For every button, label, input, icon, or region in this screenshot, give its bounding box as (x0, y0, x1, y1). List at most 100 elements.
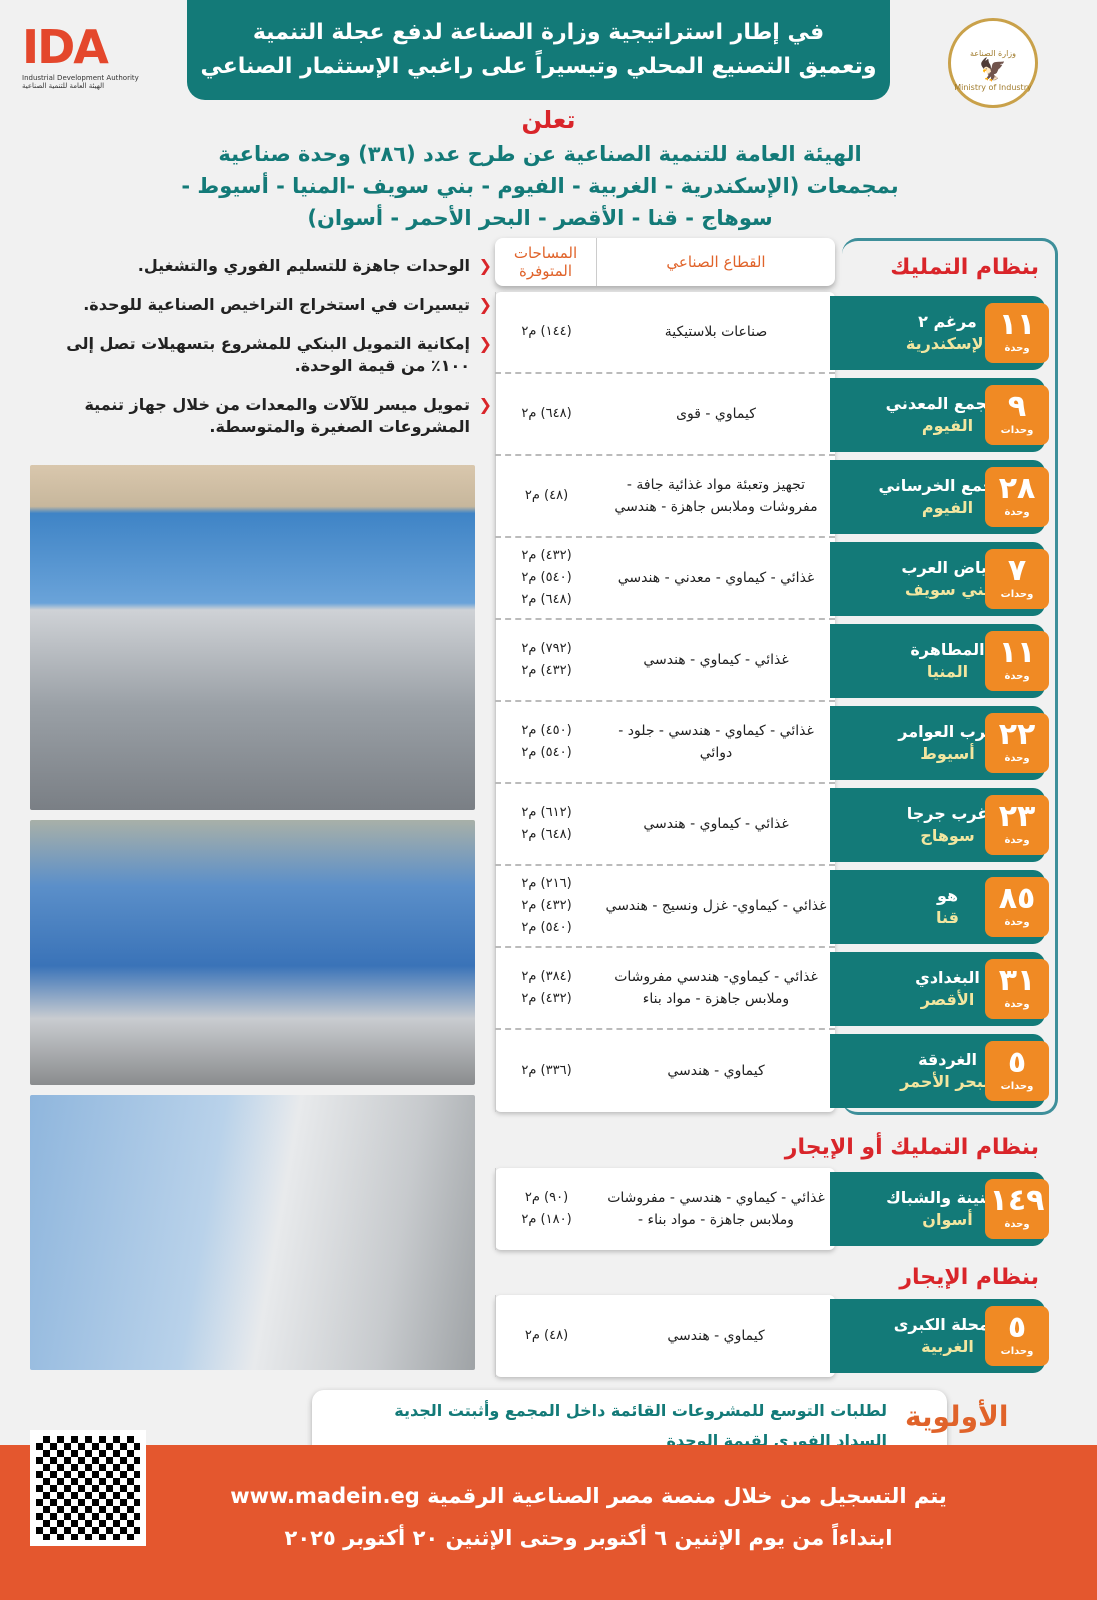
unit-count-badge: ٨٥ وحدة (985, 877, 1049, 937)
benefits-list: الوحدات جاهزة للتسليم الفوري والتشغيل. ت… (22, 255, 492, 455)
ida-logo: IDA Industrial Development Authority اله… (22, 20, 182, 110)
area-cell: (١٤٤) م٢ (495, 292, 597, 372)
footer-banner: يتم التسجيل من خلال منصة مصر الصناعية ال… (0, 1445, 1097, 1600)
unit-label: وحدة (1004, 835, 1030, 846)
complex-name: بياض العرب (901, 558, 994, 577)
governorate: بني سويف (904, 580, 991, 599)
area-value: (٣٨٤) م٢ (521, 969, 572, 984)
area-value: (١٨٠) م٢ (521, 1212, 572, 1227)
area-value: (٤٨) م٢ (524, 1328, 569, 1343)
area-cell: (٧٩٢) م٢ (٤٣٢) م٢ (495, 620, 597, 700)
sector-cell: غذائي - كيماوي - هندسي (643, 816, 789, 832)
area-cell: (٤٨) م٢ (495, 456, 597, 536)
unit-count: ٣١ (998, 963, 1036, 998)
table-row: غذائي - كيماوي - هندسي - مفروشات وملابس … (495, 1168, 835, 1250)
complex-name: المجمع المعدني (885, 394, 1010, 413)
unit-label: وحدة (1004, 917, 1030, 928)
building-photo (30, 1095, 475, 1370)
area-cell: (٦١٢) م٢ (٦٤٨) م٢ (495, 784, 597, 864)
unit-label: وحدات (1000, 589, 1034, 600)
area-value: (٣٣٦) م٢ (521, 1063, 572, 1078)
governorate: الغربية (921, 1337, 974, 1356)
area-value: (٤٨) م٢ (524, 488, 569, 503)
complex-name: عرب العوامر (898, 722, 997, 741)
unit-count: ١١ (998, 635, 1036, 670)
governorate: الفيوم (921, 416, 974, 435)
governorate: الفيوم (921, 498, 974, 517)
table-row: غذائي - كيماوي - هندسي (٦١٢) م٢ (٦٤٨) م٢ (495, 784, 835, 866)
section-ownership: بنظام التمليك (890, 255, 1039, 280)
benefit-item: الوحدات جاهزة للتسليم الفوري والتشغيل. (22, 255, 492, 277)
area-value: (٢١٦) م٢ (521, 876, 572, 891)
unit-count-badge: ٩ وحدات (985, 385, 1049, 445)
unit-label: وحدات (1000, 425, 1034, 436)
unit-label: وحدة (1004, 1219, 1030, 1230)
governorate: قنا (935, 908, 959, 927)
governorate: أسوان (922, 1210, 973, 1229)
sector-cell: تجهيز وتعبئة مواد غذائية جافة - مفروشات … (614, 477, 818, 515)
sector-cell: غذائي - كيماوي - هندسي - مفروشات وملابس … (607, 1190, 825, 1228)
area-value: (٥٤٠) م٢ (521, 920, 572, 935)
area-value: (٦١٢) م٢ (521, 805, 572, 820)
section-rent: بنظام الإيجار (899, 1265, 1039, 1290)
unit-count: ٧ (1007, 553, 1027, 588)
sector-cell: غذائي - كيماوي - معدني - هندسي (617, 570, 815, 586)
unit-label: وحدة (1004, 753, 1030, 764)
header-banner: في إطار استراتيجية وزارة الصناعة لدفع عج… (187, 0, 890, 100)
complex-name: هو (936, 886, 959, 905)
complex-name: المجمع الخرساني (878, 476, 1017, 495)
unit-count: ٨٥ (998, 881, 1036, 916)
unit-count: ١٤٩ (989, 1183, 1045, 1218)
factory-photo (30, 465, 475, 810)
header-line: وتعميق التصنيع المحلي وتيسيراً على راغبي… (200, 54, 877, 79)
area-value: (٤٣٢) م٢ (521, 548, 572, 563)
sector-cell: غذائي - كيماوي- هندسي مفروشات وملابس جاه… (614, 969, 818, 1007)
sector-cell: كيماوي - هندسي (667, 1063, 765, 1079)
ida-logo-mark: IDA (22, 20, 109, 74)
complex-name: البغدادي (915, 968, 980, 987)
governorate: البحر الأحمر (900, 1072, 995, 1091)
unit-count: ٥ (1007, 1310, 1027, 1345)
title-line: سوهاج - قنا - الأقصر - البحر الأحمر - أس… (307, 206, 773, 230)
table-row: كيماوي - هندسي (٤٨) م٢ (495, 1295, 835, 1377)
announce-heading: تعلن (521, 106, 576, 134)
unit-count-badge: ١٤٩ وحدة (985, 1179, 1049, 1239)
header-area: المساحات المتوفرة (495, 238, 597, 286)
unit-count: ٥ (1007, 1045, 1027, 1080)
unit-count-badge: ٣١ وحدة (985, 959, 1049, 1019)
governorate: أسيوط (920, 744, 975, 763)
governorate: سوهاج (920, 826, 975, 845)
qr-code[interactable] (30, 1430, 146, 1546)
area-value: (٥٤٠) م٢ (521, 745, 572, 760)
complex-name: الجنينة والشباك (886, 1188, 1009, 1207)
unit-count-badge: ٥ وحدات (985, 1041, 1049, 1101)
governorate: الإسكندرية (905, 334, 990, 353)
area-cell: (٤٣٢) م٢ (٥٤٠) م٢ (٦٤٨) م٢ (495, 538, 597, 618)
unit-label: وحدة (1004, 507, 1030, 518)
benefit-item: إمكانية التمويل البنكي للمشروع بتسهيلات … (22, 333, 492, 377)
sector-cell: غذائي - كيماوي- غزل ونسيج - هندسي (605, 898, 827, 914)
table-row: غذائي - كيماوي - معدني - هندسي (٤٣٢) م٢ (٥… (495, 538, 835, 620)
complex-name: الغردقة (918, 1050, 977, 1069)
table-row: كيماوي - قوى (٦٤٨) م٢ (495, 374, 835, 456)
area-value: (١٤٤) م٢ (521, 324, 572, 339)
governorate: الأقصر (920, 990, 975, 1009)
footer-registration: يتم التسجيل من خلال منصة مصر الصناعية ال… (230, 1484, 947, 1508)
seal-en: Ministry of Industry (954, 83, 1032, 92)
header-sector: القطاع الصناعي (666, 253, 766, 271)
governorate: المنيا (926, 662, 969, 681)
unit-count-badge: ١١ وحدة (985, 303, 1049, 363)
table-row: غذائي - كيماوي- غزل ونسيج - هندسي (٢١٦) م… (495, 866, 835, 948)
area-cell: (٩٠) م٢ (١٨٠) م٢ (495, 1168, 597, 1250)
unit-label: وحدات (1000, 1346, 1034, 1357)
table-row: غذائي - كيماوي - هندسي - جلود - دوائي (٤٥… (495, 702, 835, 784)
ownership-frame (842, 238, 1058, 1115)
unit-count-badge: ٥ وحدات (985, 1306, 1049, 1366)
sector-cell: غذائي - كيماوي - هندسي (643, 652, 789, 668)
unit-label: وحدات (1000, 1081, 1034, 1092)
area-value: (٦٤٨) م٢ (521, 406, 572, 421)
sector-cell: غذائي - كيماوي - هندسي - جلود - دوائي (618, 723, 814, 761)
page-title: الهيئة العامة للتنمية الصناعية عن طرح عد… (150, 138, 930, 234)
sector-cell: كيماوي - هندسي (667, 1328, 765, 1344)
ministry-seal: وزارة الصناعة 🦅 Ministry of Industry (948, 18, 1038, 108)
